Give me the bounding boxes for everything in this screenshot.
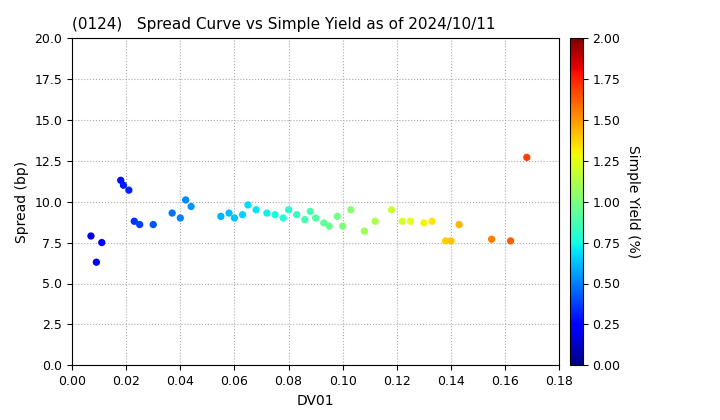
Point xyxy=(148,221,159,228)
Point xyxy=(180,197,192,203)
Point xyxy=(115,177,127,184)
Point xyxy=(299,216,310,223)
Point xyxy=(251,207,262,213)
Point xyxy=(323,223,335,229)
Point xyxy=(305,208,316,215)
Point xyxy=(318,220,330,226)
Point xyxy=(369,218,381,225)
Point xyxy=(242,202,253,208)
Point xyxy=(283,207,294,213)
Point xyxy=(359,228,370,234)
Point xyxy=(345,207,356,213)
Y-axis label: Simple Yield (%): Simple Yield (%) xyxy=(626,145,640,258)
Point xyxy=(418,220,430,226)
Point xyxy=(337,223,348,229)
Point xyxy=(397,218,408,225)
X-axis label: DV01: DV01 xyxy=(297,394,335,408)
Point xyxy=(117,182,129,189)
Point xyxy=(445,238,456,244)
Point xyxy=(521,154,533,161)
Point xyxy=(331,213,343,220)
Point xyxy=(185,203,197,210)
Point xyxy=(440,238,451,244)
Point xyxy=(174,215,186,221)
Y-axis label: Spread (bp): Spread (bp) xyxy=(15,160,29,243)
Point xyxy=(261,210,273,216)
Point xyxy=(269,211,281,218)
Point xyxy=(486,236,498,243)
Text: (0124)   Spread Curve vs Simple Yield as of 2024/10/11: (0124) Spread Curve vs Simple Yield as o… xyxy=(72,18,495,32)
Point xyxy=(237,211,248,218)
Point xyxy=(134,221,145,228)
Point xyxy=(128,218,140,225)
Point xyxy=(85,233,96,239)
Point xyxy=(310,215,321,221)
Point xyxy=(123,187,135,194)
Point xyxy=(215,213,227,220)
Point xyxy=(291,211,302,218)
Point xyxy=(386,207,397,213)
Point xyxy=(96,239,107,246)
Point xyxy=(91,259,102,265)
Point xyxy=(277,215,289,221)
Point xyxy=(166,210,178,216)
Point xyxy=(405,218,416,225)
Point xyxy=(454,221,465,228)
Point xyxy=(229,215,240,221)
Point xyxy=(426,218,438,225)
Point xyxy=(505,238,516,244)
Point xyxy=(223,210,235,216)
